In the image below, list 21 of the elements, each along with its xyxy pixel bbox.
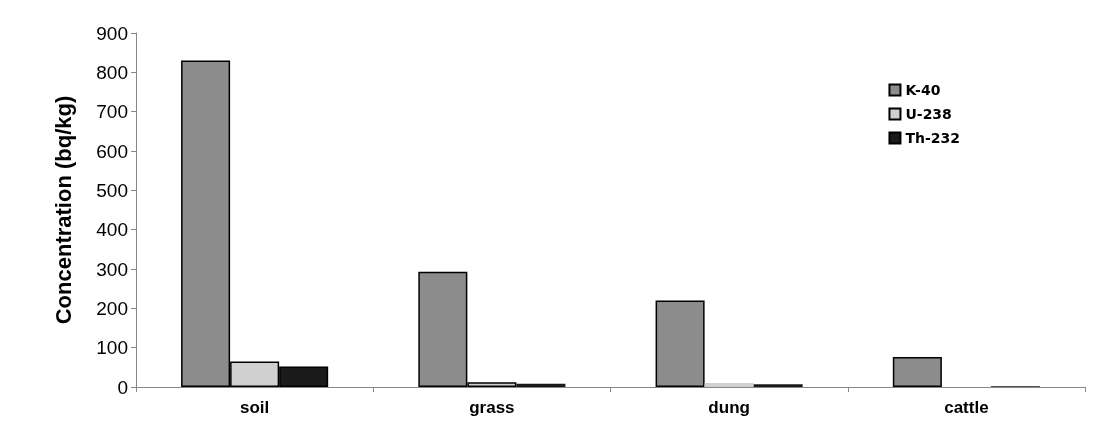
y-tick-label: 400 [96,219,128,241]
x-tick-label: grass [469,398,515,417]
y-tick-label: 500 [96,179,128,201]
y-tick-label: 700 [96,101,128,123]
y-tick-label: 100 [96,337,128,359]
y-axis-title: Concentration (bq/kg) [50,95,76,325]
y-tick-label: 800 [96,61,128,83]
y-tick-label: 0 [117,376,128,398]
x-tick-label: dung [708,398,750,417]
x-tick-label: cattle [944,398,989,417]
legend-label: U-238 [905,106,952,122]
y-tick-label: 200 [96,297,128,319]
legend-label: K-40 [905,82,941,98]
bar [704,383,754,387]
bar [753,384,803,387]
legend-label: Th-232 [905,130,961,146]
bar [516,383,566,387]
y-tick-label: 300 [96,258,128,280]
y-tick-label: 900 [96,22,128,44]
y-tick-label: 600 [96,140,128,162]
x-tick-label: soil [239,398,270,417]
